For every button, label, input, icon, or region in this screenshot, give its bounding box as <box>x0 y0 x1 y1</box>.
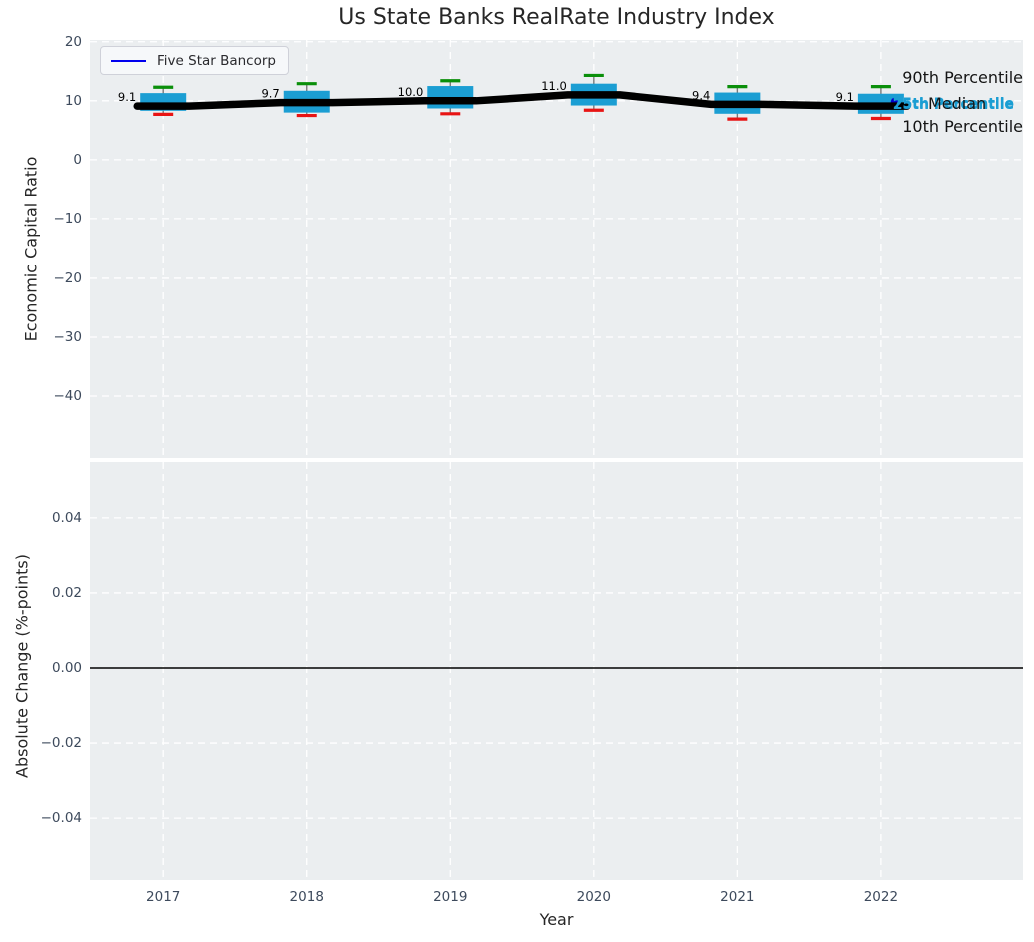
top-y-tick-label: 10 <box>64 92 82 109</box>
x-tick-label: 2020 <box>576 889 611 905</box>
top-y-tick-label: −20 <box>53 269 83 286</box>
annotation-75th-percentile: 75th Percentile <box>892 96 1014 112</box>
x-tick-label: 2018 <box>289 889 324 905</box>
x-tick-label: 2019 <box>433 889 468 905</box>
top-y-axis-label: Economic Capital Ratio <box>21 156 41 342</box>
annotation-90th-percentile: 90th Percentile <box>902 68 1023 87</box>
legend: Five Star Bancorp <box>100 46 289 75</box>
top-y-tick-label: −10 <box>53 210 83 227</box>
annotation-10th-percentile: 10th Percentile <box>902 117 1023 136</box>
bottom-y-tick-label: −0.04 <box>40 810 82 827</box>
x-tick-label: 2017 <box>146 889 181 905</box>
annotation-25th-percentile: 25th Percentile <box>892 97 1014 113</box>
bottom-y-tick-label: 0.04 <box>51 509 82 526</box>
x-axis-label: Year <box>539 910 574 929</box>
annotation-median: Median <box>928 94 987 113</box>
bottom-y-tick-label: 0.00 <box>51 659 82 676</box>
top-y-tick-label: −40 <box>53 388 83 404</box>
x-tick-label: 2022 <box>863 889 899 905</box>
top-plot-area <box>90 40 1023 458</box>
bottom-y-tick-label: −0.02 <box>40 735 82 752</box>
bottom-plot-area <box>90 462 1023 880</box>
legend-line-sample <box>111 59 146 62</box>
top-y-tick-label: 0 <box>73 151 82 168</box>
x-tick-label: 2021 <box>720 889 755 905</box>
top-y-tick-label: 20 <box>64 33 82 50</box>
top-y-tick-label: −30 <box>53 328 83 345</box>
legend-label: Five Star Bancorp <box>157 52 276 69</box>
bottom-y-tick-label: 0.02 <box>51 584 82 601</box>
chart-title: Us State Banks RealRate Industry Index <box>338 5 775 30</box>
